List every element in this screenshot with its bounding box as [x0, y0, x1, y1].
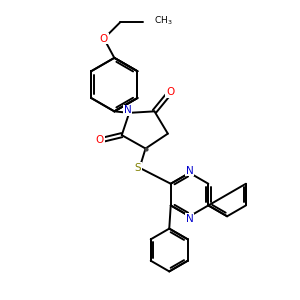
Text: O: O [100, 34, 108, 44]
Text: CH$_3$: CH$_3$ [154, 14, 172, 27]
Text: O: O [96, 135, 104, 145]
Text: O: O [166, 87, 174, 97]
Text: N: N [186, 214, 194, 224]
Text: N: N [186, 166, 194, 176]
Text: S: S [135, 163, 141, 173]
Text: N: N [124, 106, 132, 116]
